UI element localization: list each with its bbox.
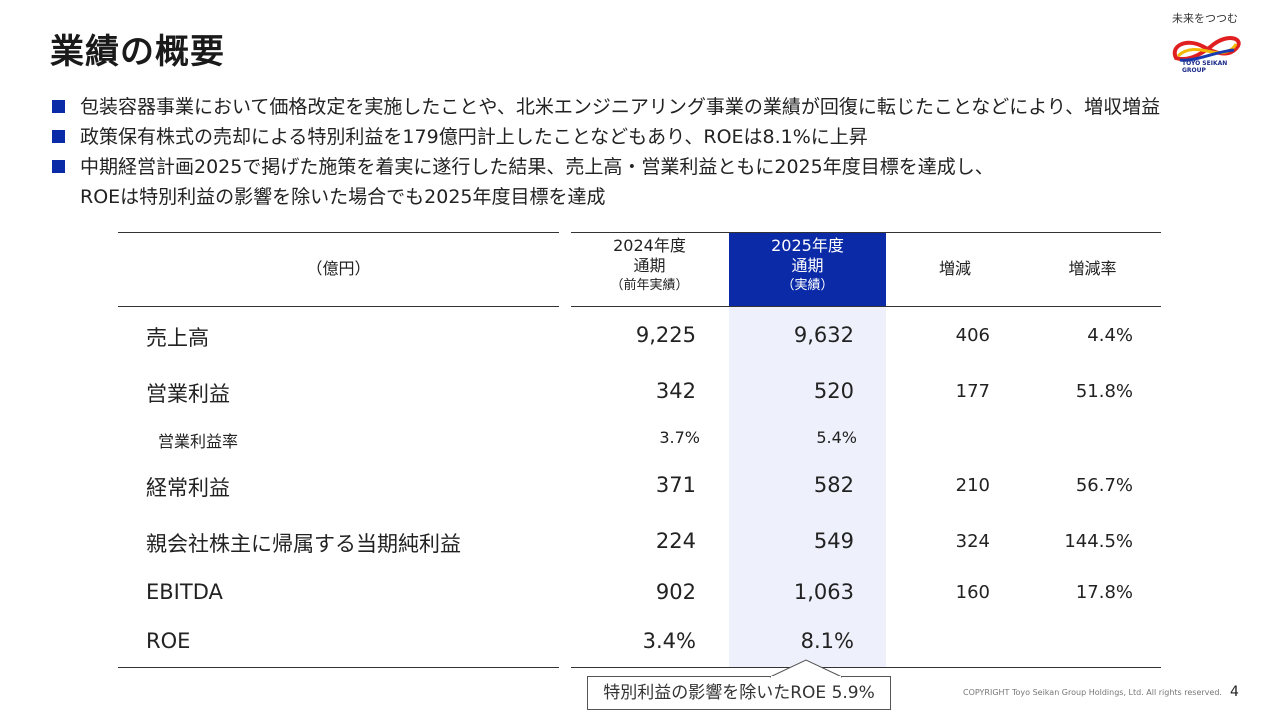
- cell-curr: 582: [813, 473, 854, 497]
- row-label-sales: 売上高: [146, 326, 209, 350]
- header-current-year: 2025年度 通期 （実績）: [729, 236, 886, 296]
- row-label-operating-margin: 営業利益率: [158, 432, 239, 451]
- header-prev-line3: （前年実績）: [610, 278, 689, 293]
- cell-curr: 549: [813, 529, 854, 553]
- logo-brand-line1: TOYO SEIKAN: [1182, 60, 1228, 67]
- row-label-net-income: 親会社株主に帰属する当期純利益: [146, 532, 461, 556]
- logo-tagline: 未来をつつむ: [1172, 12, 1238, 25]
- cell-prev: 902: [655, 580, 696, 604]
- header-prev-line1: 2024年度: [613, 236, 686, 255]
- bullet-text: 政策保有株式の売却による特別利益を179億円計上したことなどもあり、ROEは8.…: [80, 126, 868, 148]
- cell-rate: 56.7%: [1075, 475, 1133, 496]
- cell-prev: 9,225: [635, 323, 696, 347]
- cell-prev: 3.4%: [642, 629, 696, 653]
- cell-diff: 160: [955, 582, 990, 603]
- page-title: 業績の概要: [50, 32, 225, 72]
- header-change: 増減: [938, 259, 971, 278]
- cell-rate: 17.8%: [1075, 582, 1133, 603]
- summary-bullets: 包装容器事業において価格改定を実施したことや、北米エンジニアリング事業の業績が回…: [50, 92, 1160, 212]
- bullet-square-icon: [52, 130, 65, 143]
- cell-prev: 3.7%: [659, 428, 700, 447]
- table-top-rule: [118, 232, 559, 233]
- copyright-notice: COPYRIGHT Toyo Seikan Group Holdings, Lt…: [963, 688, 1222, 697]
- callout-pointer-icon: [769, 659, 843, 678]
- bullet-square-icon: [52, 160, 65, 173]
- bullet-item: 政策保有株式の売却による特別利益を179億円計上したことなどもあり、ROEは8.…: [50, 122, 1160, 152]
- unit-label: （億円）: [306, 259, 371, 278]
- roe-callout: 特別利益の影響を除いたROE 5.9%: [587, 676, 891, 710]
- cell-prev: 371: [655, 473, 696, 497]
- current-year-header-bg: [729, 232, 886, 307]
- logo-mark-icon: [1172, 36, 1241, 62]
- company-logo: TOYO SEIKAN GROUP: [1164, 8, 1248, 74]
- cell-curr: 1,063: [793, 580, 854, 604]
- header-bottom-rule: [118, 306, 559, 307]
- page-number: 4: [1230, 684, 1239, 700]
- bullet-continuation: ROEは特別利益の影響を除いた場合でも2025年度目標を達成: [50, 182, 1160, 212]
- row-label-ebitda: EBITDA: [146, 580, 223, 604]
- cell-diff: 406: [955, 325, 990, 346]
- cell-curr: 5.4%: [816, 428, 857, 447]
- header-curr-line2: 通期: [791, 256, 824, 275]
- table-bottom-rule: [571, 667, 1161, 668]
- header-prev-line2: 通期: [633, 256, 666, 275]
- row-label-operating-profit: 営業利益: [146, 382, 230, 406]
- bullet-square-icon: [52, 100, 65, 113]
- table-top-rule: [571, 232, 1161, 233]
- cell-rate: 4.4%: [1087, 325, 1133, 346]
- header-curr-line3: （実績）: [781, 278, 834, 293]
- cell-curr: 8.1%: [800, 629, 854, 653]
- header-bottom-rule: [571, 306, 1161, 307]
- cell-curr: 9,632: [793, 323, 854, 347]
- cell-diff: 177: [955, 381, 990, 402]
- bullet-text: 中期経営計画2025で掲げた施策を着実に遂行した結果、売上高・営業利益ともに20…: [80, 156, 994, 178]
- header-change-rate: 増減率: [1068, 259, 1117, 278]
- row-label-roe: ROE: [146, 629, 191, 653]
- cell-rate: 144.5%: [1064, 531, 1133, 552]
- cell-curr: 520: [813, 379, 854, 403]
- cell-prev: 224: [655, 529, 696, 553]
- bullet-text: ROEは特別利益の影響を除いた場合でも2025年度目標を達成: [80, 186, 606, 208]
- current-year-highlight: [729, 307, 886, 668]
- logo-brand-text: TOYO SEIKAN GROUP: [1182, 60, 1227, 74]
- cell-diff: 210: [955, 475, 990, 496]
- bullet-text: 包装容器事業において価格改定を実施したことや、北米エンジニアリング事業の業績が回…: [80, 96, 1161, 118]
- bullet-item: 包装容器事業において価格改定を実施したことや、北米エンジニアリング事業の業績が回…: [50, 92, 1160, 122]
- header-prev-year: 2024年度 通期 （前年実績）: [571, 236, 728, 296]
- table-bottom-rule: [118, 667, 559, 668]
- logo-brand-line2: GROUP: [1182, 67, 1206, 74]
- bullet-item: 中期経営計画2025で掲げた施策を着実に遂行した結果、売上高・営業利益ともに20…: [50, 152, 1160, 182]
- cell-rate: 51.8%: [1075, 381, 1133, 402]
- cell-prev: 342: [655, 379, 696, 403]
- cell-diff: 324: [955, 531, 990, 552]
- header-curr-line1: 2025年度: [771, 236, 844, 255]
- row-label-ordinary-profit: 経常利益: [146, 476, 230, 500]
